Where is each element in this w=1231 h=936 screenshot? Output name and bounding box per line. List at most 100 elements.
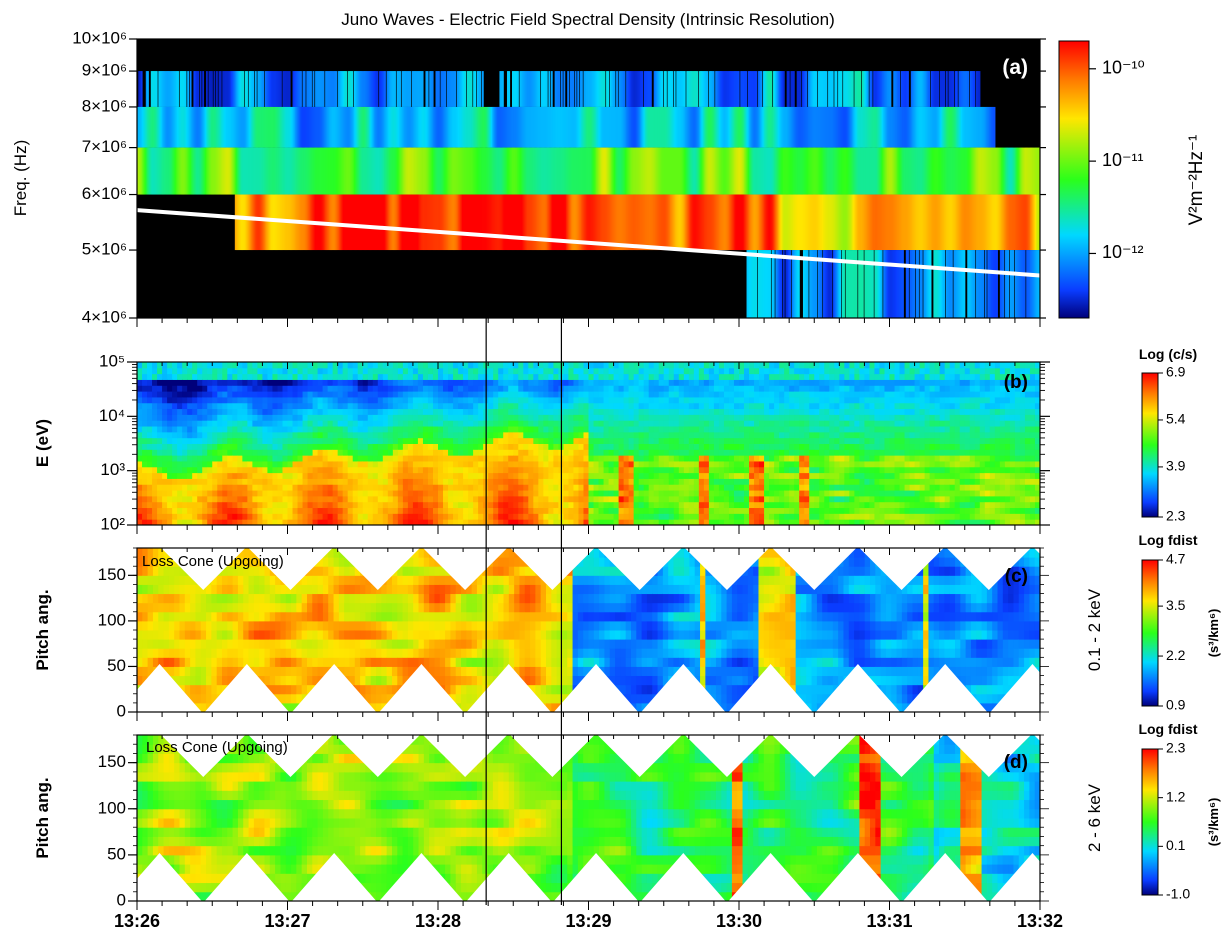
panel-c-pitch-angle: [136, 547, 1041, 713]
colorbar-a-tick-label: 10⁻¹²: [1102, 242, 1144, 262]
y-tick-label-b: 10³: [100, 460, 125, 479]
loss-cone-gap-bottom: [204, 853, 290, 901]
loss-cone-gap-bottom: [292, 664, 377, 712]
x-tick-label: 13:29: [565, 911, 611, 931]
colorbar-tick-label: -1.0: [1166, 886, 1190, 902]
loss-cone-gap-top: [248, 735, 333, 777]
loss-cone-gap-bottom: [728, 664, 813, 712]
loss-cone-gap-top: [772, 735, 857, 777]
colorbar-tick-label: 1.2: [1166, 788, 1186, 804]
colorbar-tick-label: 3.5: [1166, 597, 1186, 613]
loss-cone-gap-bottom: [137, 664, 202, 712]
panel-label-d: (d): [1004, 752, 1028, 773]
loss-cone-gap-bottom: [728, 853, 813, 901]
energy-range-label-d: 2 - 6 keV: [1085, 783, 1104, 852]
y-tick-label-a: 9×10⁶: [82, 61, 127, 80]
colorbar-label-c: Log fdist: [1138, 532, 1197, 548]
loss-cone-gap-top: [335, 548, 420, 590]
y-axis-label-c: Pitch ang.: [33, 589, 52, 670]
colorbar-a: [1058, 40, 1090, 319]
colorbar-label-a: V²m⁻²Hz⁻¹: [1186, 135, 1207, 226]
colorbar-unit-c: (s³/km⁶): [1206, 609, 1221, 658]
frequency-channel-2: [137, 106, 996, 148]
loss-cone-gap-bottom: [641, 853, 726, 901]
loss-cone-gap-bottom: [990, 664, 1040, 712]
panel-d-cells: [137, 735, 1040, 901]
colorbar-label-d: Log fdist: [1138, 721, 1197, 737]
y-axis-label-a: Freq. (Hz): [11, 140, 30, 217]
loss-cone-gap-bottom: [903, 664, 988, 712]
loss-cone-gap-top: [1033, 735, 1040, 742]
x-tick-label: 13:27: [264, 911, 310, 931]
colorbar-tick-label: 6.9: [1166, 364, 1186, 380]
loss-cone-gap-bottom: [990, 853, 1040, 901]
colorbar-a-tick-label: 10⁻¹⁰: [1102, 58, 1145, 78]
loss-cone-gap-bottom: [815, 664, 901, 712]
y-tick-label-d: 100: [98, 798, 126, 817]
colorbar-ticks: 10⁻¹² 10⁻¹¹ 10⁻¹⁰ 2.3 3.9 5.4 6.9 0.9 2.2 3.5 4.7 -…: [1089, 58, 1190, 902]
y-tick-label-d: 0: [117, 890, 126, 909]
y-tick-label-b: 10⁴: [99, 406, 125, 425]
colorbar-unit-d: (s³/km⁶): [1206, 798, 1221, 847]
loss-cone-gap-top: [772, 548, 857, 590]
chart-title: Juno Waves - Electric Field Spectral Den…: [341, 10, 834, 29]
frequency-channel-3: [137, 147, 1040, 195]
panel-label-b: (b): [1004, 372, 1028, 393]
loss-cone-gap-top: [684, 735, 770, 777]
loss-cone-gap-bottom: [379, 853, 464, 901]
loss-cone-gap-bottom: [292, 853, 377, 901]
panel-b-cells: [137, 362, 1040, 525]
colorbar-tick-label: 2.3: [1166, 508, 1186, 524]
frequency-channel-1: [138, 71, 981, 107]
y-axis-label-b: E (eV): [33, 419, 52, 467]
loss-cone-annotation-d: Loss Cone (Upgoing): [146, 739, 288, 756]
y-tick-label-c: 100: [98, 610, 126, 629]
energy-range-label-c: 0.1 - 2 keV: [1085, 588, 1104, 671]
loss-cone-gap-bottom: [815, 853, 901, 901]
colorbar-label-b: Log (c/s): [1139, 346, 1197, 362]
loss-cone-gap-top: [946, 548, 1031, 590]
colorbar-d: [1141, 748, 1159, 896]
x-tick-label: 13:28: [415, 911, 461, 931]
panel-d-pitch-angle: [136, 734, 1041, 902]
loss-cone-annotation-c: Loss Cone (Upgoing): [142, 553, 284, 570]
frequency-channel-4: [234, 194, 1040, 251]
y-tick-label-a: 10×10⁶: [72, 28, 127, 47]
panel-label-a: (a): [1002, 56, 1028, 79]
colorbar-tick-label: 0.9: [1166, 697, 1186, 713]
loss-cone-gap-top: [597, 735, 682, 777]
colorbar-tick-label: 4.7: [1166, 551, 1186, 567]
loss-cone-gap-bottom: [641, 664, 726, 712]
loss-cone-gap-bottom: [466, 664, 551, 712]
loss-cone-gap-bottom: [553, 664, 639, 712]
loss-cone-gap-top: [684, 548, 770, 590]
x-axis-tick-labels: 13:26 13:27 13:28 13:29 13:30 13:31 13:32: [114, 911, 1063, 931]
y-tick-label-a: 8×10⁶: [82, 96, 127, 115]
y-tick-label-c: 50: [107, 656, 126, 675]
colorbar-c: [1141, 559, 1159, 707]
y-tick-label-c: 0: [117, 701, 126, 720]
loss-cone-gap-top: [161, 735, 246, 777]
loss-cone-gap-top: [248, 548, 333, 590]
panel-label-c: (c): [1005, 566, 1028, 587]
y-tick-label-d: 150: [98, 752, 126, 771]
y-tick-label-b: 10²: [100, 514, 125, 533]
colorbar-tick-label: 5.4: [1166, 411, 1186, 427]
y-tick-label-a: 7×10⁶: [82, 137, 127, 156]
loss-cone-gap-top: [335, 735, 420, 777]
loss-cone-gap-top: [510, 735, 595, 777]
x-tick-label: 13:32: [1017, 911, 1063, 931]
x-tick-label: 13:30: [716, 911, 762, 931]
colorbar-tick-label: 2.3: [1166, 740, 1186, 756]
colorbar-b: [1141, 372, 1159, 518]
panel-c-cells: [137, 548, 1040, 712]
loss-cone-gap-top: [510, 548, 595, 590]
y-tick-label-a: 6×10⁶: [82, 184, 127, 203]
panel-b-energy-spectrogram: [136, 361, 1041, 526]
loss-cone-gap-bottom: [466, 853, 551, 901]
loss-cone-gap-top: [597, 548, 682, 590]
y-tick-label-d: 50: [107, 844, 126, 863]
event-marker-lines: [485, 318, 563, 905]
loss-cone-gap-bottom: [903, 853, 988, 901]
y-tick-label-b: 10⁵: [99, 351, 125, 370]
